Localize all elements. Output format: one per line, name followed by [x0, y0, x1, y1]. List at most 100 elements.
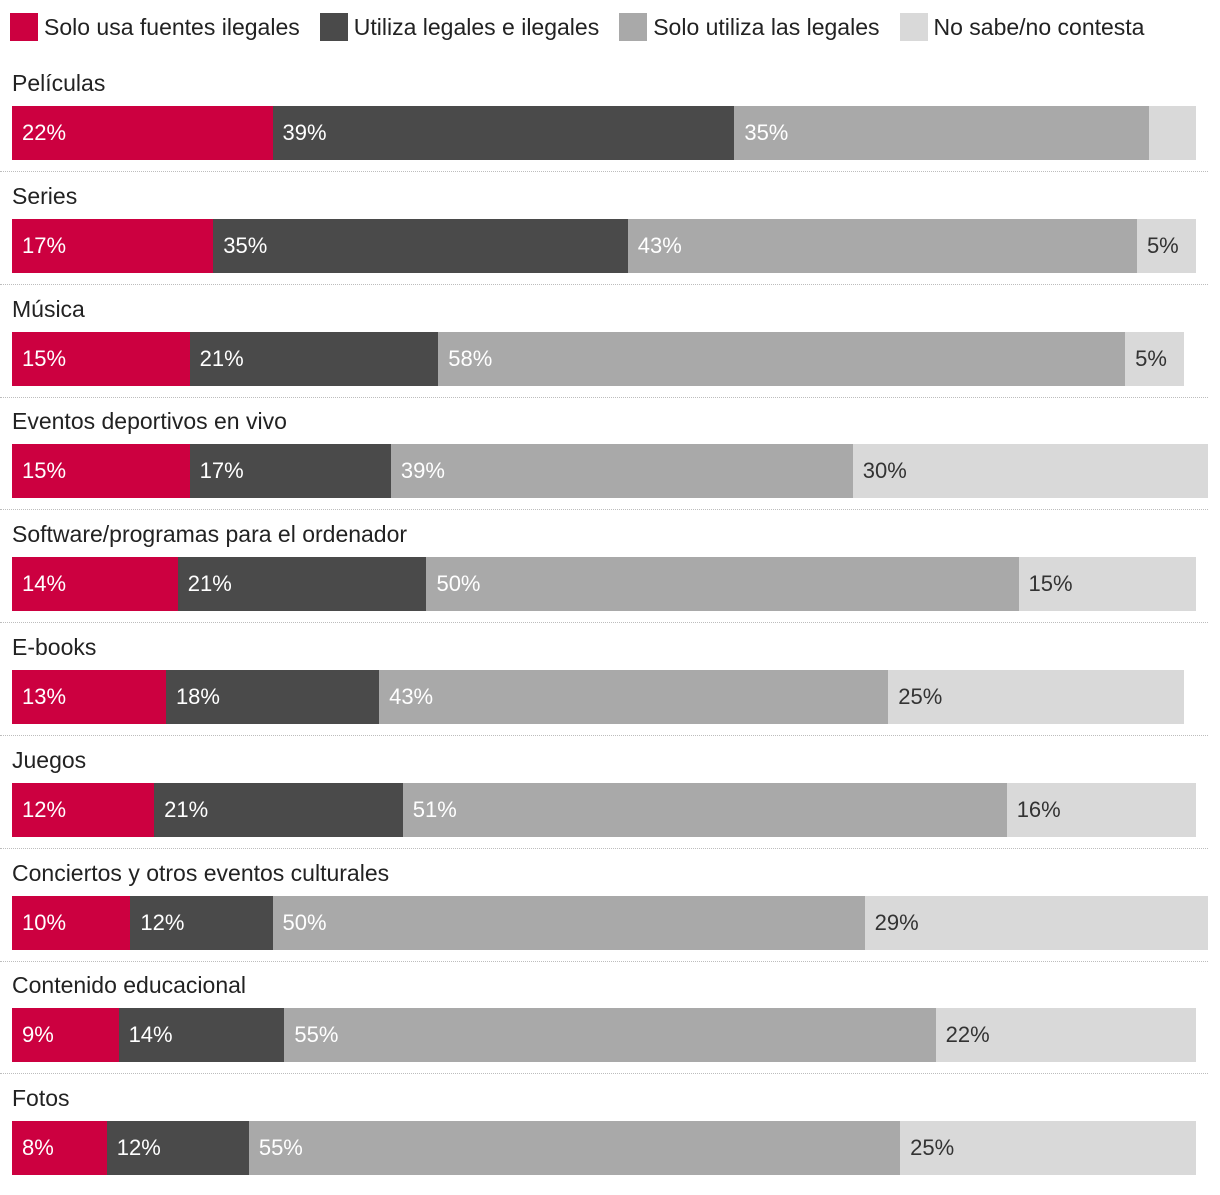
- row-divider: [0, 396, 1208, 398]
- data-label: 25%: [910, 1135, 955, 1161]
- data-label: 16%: [1016, 796, 1061, 822]
- data-label: 22%: [945, 1022, 990, 1048]
- category-label: Series: [12, 182, 78, 209]
- bar-segment: 14%: [12, 557, 178, 612]
- data-label: 30%: [862, 458, 907, 484]
- bar-segment: 5%: [1125, 331, 1185, 386]
- stacked-bar: 15% 21% 58% 5%: [12, 331, 1208, 386]
- bar-segment: 15%: [12, 331, 190, 386]
- legend-label: Utiliza legales e ilegales: [353, 13, 600, 40]
- category-label: Fotos: [12, 1085, 70, 1112]
- bar-segment: 21%: [189, 331, 439, 386]
- data-label: 35%: [223, 232, 268, 258]
- bar-segment: 15%: [12, 444, 190, 499]
- data-label: 39%: [282, 120, 327, 145]
- data-label: 10%: [22, 909, 67, 935]
- bar-segment: 35%: [213, 218, 628, 273]
- data-label: 12%: [116, 1135, 161, 1161]
- bar-segment: 17%: [12, 218, 214, 273]
- data-label: 9%: [22, 1022, 54, 1048]
- data-label: 43%: [389, 684, 434, 709]
- data-label: 12%: [140, 909, 185, 935]
- bar-segment: 12%: [106, 1121, 249, 1176]
- category-label: Contenido educacional: [12, 972, 247, 999]
- legend-item: Solo utiliza las legales: [619, 13, 880, 41]
- bar-segment: 55%: [284, 1008, 936, 1063]
- bar-segment: 10%: [12, 895, 131, 950]
- data-label: 15%: [22, 345, 67, 371]
- bar-segment: 58%: [438, 331, 1126, 386]
- legend-item: Utiliza legales e ilegales: [319, 13, 600, 41]
- data-label: 50%: [282, 909, 327, 935]
- data-label: 5%: [1146, 232, 1179, 258]
- stacked-bar: 13% 18% 43% 25%: [12, 670, 1208, 724]
- bar-segment: 21%: [177, 557, 427, 612]
- category-row: Juegos 12% 21% 51% 16%: [0, 745, 1220, 857]
- bar-segment: 16%: [1006, 782, 1197, 837]
- stacked-bar: 14% 21% 50% 15%: [12, 557, 1208, 612]
- bar-segment: 9%: [12, 1008, 119, 1063]
- row-divider: [0, 735, 1208, 736]
- category-label: Software/programas para el ordenador: [12, 521, 408, 548]
- legend-swatch: [319, 13, 348, 41]
- bar-segment: 14%: [118, 1008, 285, 1063]
- data-label: 55%: [294, 1022, 339, 1048]
- stacked-bar: 10% 12% 50% 29%: [12, 895, 1208, 950]
- data-label: 51%: [412, 796, 457, 822]
- legend-swatch: [899, 13, 928, 41]
- legend-label: No sabe/no contesta: [933, 13, 1145, 40]
- data-label: 22%: [22, 120, 67, 145]
- data-label: 29%: [874, 909, 919, 935]
- data-label: 8%: [22, 1135, 54, 1161]
- data-label: 58%: [448, 345, 493, 371]
- data-label: 35%: [744, 120, 789, 145]
- data-label: 25%: [898, 684, 943, 709]
- legend-item: Solo usa fuentes ilegales: [10, 13, 300, 41]
- data-label: 5%: [1135, 345, 1167, 371]
- row-divider: [0, 283, 1208, 285]
- bar-segment: 22%: [12, 106, 273, 160]
- category-label: E-books: [12, 634, 97, 660]
- stacked-bar: 9% 14% 55% 22%: [12, 1008, 1208, 1063]
- legend-swatch: [619, 13, 648, 41]
- category-label: Juegos: [12, 746, 87, 773]
- data-label: 15%: [22, 458, 67, 484]
- legend-label: Solo usa fuentes ilegales: [44, 13, 300, 40]
- category-row: Música 15% 21% 58% 5%: [0, 294, 1220, 406]
- bar-segment: 50%: [426, 557, 1019, 612]
- data-label: 12%: [22, 796, 67, 822]
- data-label: 18%: [175, 684, 220, 709]
- bar-segment: 18%: [165, 670, 380, 724]
- data-label: 43%: [637, 232, 682, 258]
- data-label: 15%: [1028, 571, 1073, 597]
- bar-segment: 25%: [900, 1121, 1197, 1176]
- category-row: E-books 13% 18% 43% 25%: [0, 632, 1220, 744]
- data-label: 39%: [400, 458, 445, 484]
- stacked-bar: 12% 21% 51% 16%: [12, 782, 1208, 837]
- data-label: 17%: [22, 232, 67, 258]
- bar-segment: 22%: [935, 1008, 1197, 1063]
- data-label: 14%: [128, 1022, 173, 1048]
- legend-item: No sabe/no contesta: [899, 13, 1145, 41]
- category-label: Eventos deportivos en vivo: [12, 408, 287, 435]
- category-row: Series 17% 35% 43% 5%: [0, 181, 1220, 293]
- bar-segment: 8%: [12, 1121, 107, 1176]
- category-row: Contenido educacional 9% 14% 55% 22%: [0, 970, 1220, 1082]
- data-label: 50%: [436, 571, 481, 597]
- stacked-bar: 17% 35% 43% 5%: [12, 218, 1208, 273]
- stacked-bar: 15% 17% 39% 30%: [12, 444, 1208, 499]
- bar-segment: 39%: [272, 106, 735, 160]
- bar-segment: 55%: [248, 1121, 901, 1176]
- row-divider: [0, 622, 1208, 624]
- row-divider: [0, 171, 1208, 172]
- category-row: Eventos deportivos en vivo 15% 17% 39% 30%: [0, 406, 1220, 518]
- bar-segment: 35%: [734, 106, 1149, 160]
- bar-segment: 30%: [852, 444, 1208, 499]
- legend-swatch: [10, 13, 38, 41]
- data-label: 21%: [187, 571, 232, 597]
- stacked-bar: 8% 12% 55% 25%: [12, 1121, 1208, 1176]
- bar-segment: [1148, 106, 1197, 160]
- data-label: 17%: [199, 458, 244, 484]
- bar-segment: 43%: [627, 218, 1137, 273]
- bar-segment: 29%: [864, 895, 1208, 950]
